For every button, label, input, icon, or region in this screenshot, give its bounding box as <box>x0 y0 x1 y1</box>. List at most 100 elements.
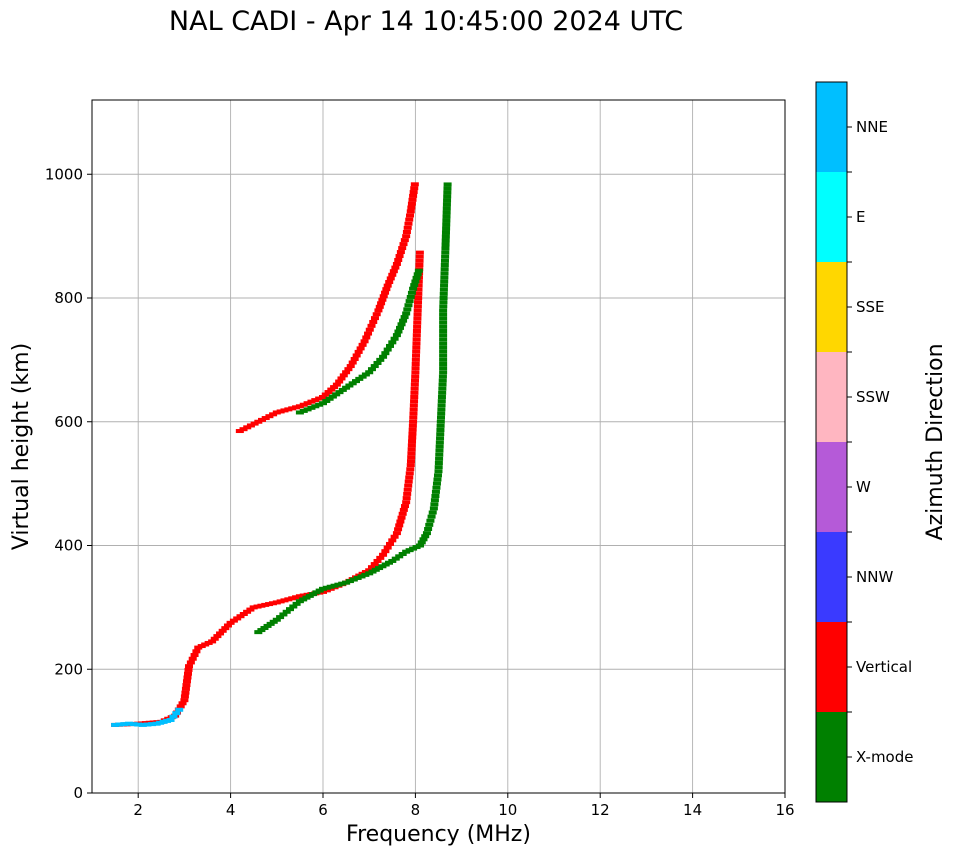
trace-mark <box>276 615 285 620</box>
trace-mark <box>440 263 449 267</box>
trace-mark <box>407 290 416 295</box>
trace-mark <box>404 303 413 308</box>
trace-mark <box>239 612 248 617</box>
trace-mark <box>190 653 199 658</box>
trace-mark <box>381 290 390 295</box>
trace-mark <box>166 717 175 722</box>
trace-mark <box>269 619 278 624</box>
trace-mark <box>413 304 422 309</box>
trace-mark <box>218 628 227 633</box>
trace-mark <box>434 465 443 470</box>
trace-mark <box>335 379 344 384</box>
trace-mark <box>352 353 361 358</box>
trace-mark <box>440 267 449 272</box>
trace-mark <box>385 280 394 285</box>
trace-mark <box>396 325 404 330</box>
trace-mark <box>421 534 430 539</box>
trace-mark <box>442 210 451 215</box>
trace-mark <box>394 527 403 532</box>
trace-mark <box>402 500 411 505</box>
trace-mark <box>438 374 447 379</box>
trace-mark <box>409 286 418 291</box>
colorbar-swatch <box>816 352 847 442</box>
trace-mark <box>322 398 331 403</box>
colorbar-label-item: SSW <box>856 388 890 406</box>
trace-mark <box>398 552 407 557</box>
trace-mark <box>216 631 225 636</box>
trace-mark <box>356 346 365 351</box>
trace-mark <box>403 491 412 496</box>
trace-mark <box>289 604 298 609</box>
trace-mark <box>413 312 422 317</box>
trace-mark <box>379 552 388 557</box>
trace-mark <box>405 471 414 476</box>
trace-mark <box>327 387 336 392</box>
trace-mark <box>410 283 419 288</box>
trace-mark <box>439 287 448 292</box>
trace-mark <box>138 722 147 727</box>
trace-mark <box>383 283 392 288</box>
trace-mark <box>413 324 422 329</box>
trace-mark <box>440 275 449 280</box>
trace-mark <box>345 383 354 388</box>
trace-mark <box>321 392 330 397</box>
colorbar: X-mode Vertical NNW W SSW SSE E NNE <box>815 81 913 803</box>
trace-mark <box>208 639 217 644</box>
x-tick-label: 14 <box>683 801 702 819</box>
trace-mark <box>391 556 400 561</box>
trace-mark <box>364 331 373 336</box>
trace-mark <box>360 339 369 344</box>
trace-mark <box>292 601 301 606</box>
trace-mark <box>431 489 440 494</box>
trace-mark <box>439 304 448 309</box>
trace-mark <box>223 623 232 628</box>
trace-mark <box>404 221 413 226</box>
trace-mark <box>408 197 417 202</box>
trace-mark <box>409 190 418 195</box>
trace-mark <box>367 367 376 372</box>
trace-mark <box>377 301 386 306</box>
trace-mark <box>365 370 374 375</box>
trace-mark <box>398 511 407 516</box>
colorbar-label-item: X-mode <box>856 748 913 766</box>
trace-mark <box>406 459 415 464</box>
trace-mark <box>346 364 355 369</box>
trace-mark <box>378 297 387 302</box>
colorbar-swatch <box>816 622 847 712</box>
trace-mark <box>412 333 421 338</box>
trace-mark <box>111 722 120 727</box>
trace-mark <box>407 443 416 448</box>
trace-mark <box>414 300 423 305</box>
trace-mark <box>182 683 191 688</box>
trace-mark <box>409 407 418 412</box>
trace-mark <box>388 558 397 563</box>
trace-mark <box>369 319 378 324</box>
trace-mark <box>441 250 450 255</box>
trace-mark <box>415 263 424 267</box>
trace-mark <box>439 316 448 321</box>
trace-mark <box>432 485 441 490</box>
trace-mark <box>192 649 201 654</box>
trace-mark <box>185 664 194 669</box>
trace-mark <box>424 527 433 531</box>
colorbar-label-item: W <box>856 478 871 496</box>
trace-mark <box>414 268 423 273</box>
trace-mark <box>439 337 448 342</box>
trace-mark <box>408 435 417 440</box>
trace-mark <box>115 722 124 727</box>
trace-mark <box>414 291 423 296</box>
trace-mark <box>398 246 407 251</box>
trace-mark <box>439 345 448 350</box>
trace-mark <box>354 349 363 354</box>
trace-mark <box>433 477 442 482</box>
trace-mark <box>324 390 333 395</box>
trace-mark <box>437 403 446 408</box>
trace-mark <box>409 419 418 424</box>
trace-mark <box>439 300 448 305</box>
trace-mark <box>407 451 416 456</box>
trace-mark <box>440 279 449 284</box>
series-vertical <box>235 182 419 434</box>
trace-mark <box>422 531 431 536</box>
trace-mark <box>210 636 219 641</box>
trace-mark <box>381 351 390 356</box>
